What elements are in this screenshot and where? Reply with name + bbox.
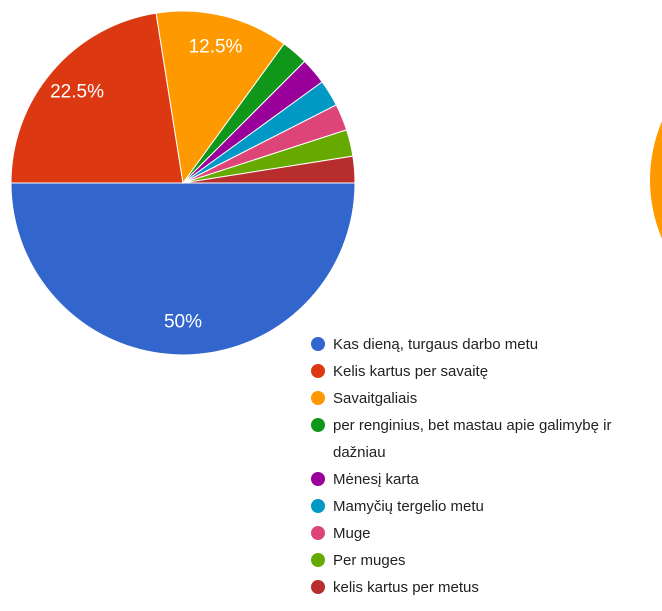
- pie-slice: [182, 155, 356, 184]
- pie-slice: [155, 10, 285, 185]
- legend-item: per renginius, bet mastau apie galimybę …: [311, 412, 651, 466]
- legend-item: Mamyčių tergelio metu: [311, 493, 651, 520]
- legend-label: Mėnesį karta: [333, 471, 419, 488]
- legend-item: Kas dieną, turgaus darbo metu: [311, 331, 651, 358]
- legend-label: Per muges: [333, 552, 406, 569]
- legend-marker: [311, 337, 325, 351]
- legend-item: Savaitgaliais: [311, 385, 651, 412]
- legend-item: Muge: [311, 520, 651, 547]
- legend-label: Kas dieną, turgaus darbo metu: [333, 336, 539, 353]
- cut-off-chart: [650, 121, 662, 239]
- pie-slice: [10, 12, 184, 184]
- legend-marker: [311, 553, 325, 567]
- slice-label: 12.5%: [189, 37, 243, 58]
- pie-slice: [10, 182, 356, 356]
- legend-marker: [311, 526, 325, 540]
- legend-label: Kelis kartus per savaitę: [333, 363, 489, 380]
- legend-item: Per muges: [311, 547, 651, 574]
- legend-label: Mamyčių tergelio metu: [333, 498, 484, 515]
- legend-item: kelis kartus per metus: [311, 574, 651, 601]
- legend-marker: [311, 472, 325, 486]
- legend-item: Kelis kartus per savaitę: [311, 358, 651, 385]
- legend: Kas dieną, turgaus darbo metu Kelis kartu…: [311, 331, 651, 601]
- slice-label: 50%: [164, 311, 202, 332]
- legend-marker: [311, 418, 325, 432]
- legend-label: kelis kartus per metus: [333, 579, 479, 596]
- legend-marker: [311, 364, 325, 378]
- legend-marker: [311, 391, 325, 405]
- legend-marker: [311, 499, 325, 513]
- legend-label: per renginius, bet mastau apie galimybę …: [333, 417, 612, 461]
- legend-marker: [311, 580, 325, 594]
- slice-label: 22.5%: [50, 82, 104, 103]
- legend-label: Muge: [333, 525, 371, 542]
- legend-item: Mėnesį karta: [311, 466, 651, 493]
- legend-label: Savaitgaliais: [333, 390, 418, 407]
